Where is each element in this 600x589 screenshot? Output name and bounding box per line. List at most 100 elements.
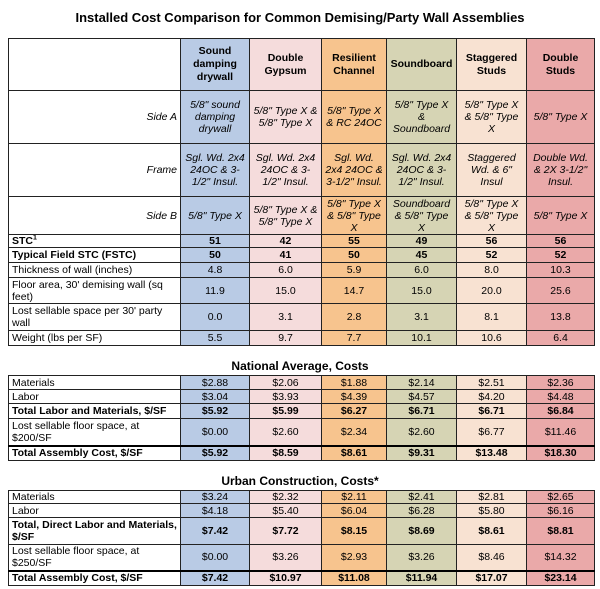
value-cell: $7.42 — [180, 517, 250, 545]
table-row: Materials $3.24 $2.32 $2.11 $2.41 $2.81 $2.65 — [8, 490, 595, 504]
column-header: Double Gypsum — [249, 38, 322, 91]
value-cell: Double Wd. & 2X 3-1/2" Insul. — [526, 143, 595, 197]
value-cell: $6.16 — [526, 503, 595, 518]
value-cell: 13.8 — [526, 303, 595, 331]
section-heading: National Average, Costs — [231, 359, 369, 373]
row-label: Total Assembly Cost, $/SF — [8, 569, 181, 586]
value-cell: 55 — [321, 234, 387, 248]
table-row: Total Assembly Cost, $/SF $7.42 $10.97 $11.… — [8, 569, 595, 586]
row-label: Lost sellable floor space, at $250/SF — [8, 544, 181, 571]
value-cell: $6.77 — [456, 418, 527, 446]
table-row: Typical Field STC (FSTC) 50 41 50 45 52 52 — [8, 247, 595, 263]
value-cell: $2.36 — [526, 375, 595, 390]
row-label-text: Frame — [146, 164, 177, 176]
value-cell: $2.65 — [526, 490, 595, 504]
value-cell: 6.4 — [526, 330, 595, 346]
value-cell: 56 — [456, 234, 527, 248]
value-cell: 6.0 — [386, 262, 457, 278]
row-label: STC1 — [8, 234, 181, 248]
row-label: Frame — [8, 143, 181, 197]
value-cell: 10.6 — [456, 330, 527, 346]
assembly-table: Sound damping drywall Double Gypsum Resili… — [8, 38, 595, 346]
row-label: Lost sellable space per 30' party wall — [8, 303, 181, 331]
value-cell: $2.32 — [249, 490, 322, 504]
value-cell: 10.1 — [386, 330, 457, 346]
value-cell: $2.41 — [386, 490, 457, 504]
value-cell: $13.48 — [456, 444, 527, 461]
value-cell: 5/8" Type X & 5/8" Type X — [249, 90, 322, 144]
table-row: Side A 5/8" sound damping drywall 5/8" Typ… — [8, 90, 595, 144]
value-cell: 3.1 — [249, 303, 322, 331]
value-cell: 5.5 — [180, 330, 250, 346]
row-label: Floor area, 30' demising wall (sq feet) — [8, 277, 181, 304]
value-cell: $0.00 — [180, 418, 250, 446]
value-cell: Soundboard & 5/8" Type X — [386, 196, 457, 235]
urban-cost-table: Materials $3.24 $2.32 $2.11 $2.41 $2.81 $2.65 L… — [8, 490, 595, 586]
value-cell: $3.24 — [180, 490, 250, 504]
value-cell: 5/8" Type X & 5/8" Type X — [456, 90, 527, 144]
table-row: Floor area, 30' demising wall (sq feet) 1… — [8, 277, 595, 304]
row-label-text: Lost sellable floor space, at $250/SF — [12, 545, 140, 570]
value-cell: $3.26 — [249, 544, 322, 571]
value-cell: $8.59 — [249, 444, 322, 461]
value-cell: $18.30 — [526, 444, 595, 461]
value-cell: 3.1 — [386, 303, 457, 331]
value-cell: 14.7 — [321, 277, 387, 304]
value-cell: $2.06 — [249, 375, 322, 390]
table-row: Weight (lbs per SF) 5.5 9.7 7.7 10.1 10.6 6.4 — [8, 330, 595, 346]
row-label-text: Side B — [146, 209, 177, 222]
title: Installed Cost Comparison for Common Dem… — [75, 10, 525, 25]
value-cell: 5/8" Type X & Soundboard — [386, 90, 457, 144]
value-cell: 5/8" Type X & 5/8" Type X — [249, 196, 322, 235]
table-row: Total Labor and Materials, $/SF $5.92 $5.9… — [8, 403, 595, 419]
national-cost-table: Materials $2.88 $2.06 $1.88 $2.14 $2.51 $2.36 L… — [8, 375, 595, 461]
value-cell: $4.39 — [321, 389, 387, 404]
value-cell: $2.93 — [321, 544, 387, 571]
value-cell: $2.60 — [386, 418, 457, 446]
table-row: Labor $4.18 $5.40 $6.04 $6.28 $5.80 $6.16 — [8, 503, 595, 518]
value-cell: $11.08 — [321, 569, 387, 586]
value-cell: $6.71 — [386, 403, 457, 419]
row-label-text: Side A — [146, 111, 177, 123]
value-cell: $2.51 — [456, 375, 527, 390]
value-cell: 50 — [321, 247, 387, 263]
value-cell: $23.14 — [526, 569, 595, 586]
value-cell: 2.8 — [321, 303, 387, 331]
row-label: Total Labor and Materials, $/SF — [8, 403, 181, 419]
value-cell: $2.11 — [321, 490, 387, 504]
column-header: Sound damping drywall — [180, 38, 250, 91]
column-header: Resilient Channel — [321, 38, 387, 91]
table-row: Side B 5/8" Type X 5/8" Type X & 5/8" Type… — [8, 196, 595, 235]
table-row: Total Assembly Cost, $/SF $5.92 $8.59 $8.61… — [8, 444, 595, 461]
header-cell — [8, 38, 181, 91]
column-header: Soundboard — [386, 38, 457, 91]
value-cell: Sgl. Wd. 2x4 24OC & 3-1/2" Insul. — [249, 143, 322, 197]
row-label-text: STC — [12, 235, 33, 247]
value-cell: 42 — [249, 234, 322, 248]
value-cell: 45 — [386, 247, 457, 263]
row-label-text: Thickness of wall (inches) — [12, 264, 133, 276]
value-cell: 49 — [386, 234, 457, 248]
value-cell: $1.88 — [321, 375, 387, 390]
value-cell: $8.61 — [321, 444, 387, 461]
row-label-text: Total, Direct Labor and Materials, $/SF — [12, 519, 177, 543]
row-label-text: Total Labor and Materials, $/SF — [12, 405, 167, 417]
value-cell: $8.61 — [456, 517, 527, 545]
value-cell: $2.60 — [249, 418, 322, 446]
row-label-text: Weight (lbs per SF) — [12, 332, 103, 344]
table-row: Total, Direct Labor and Materials, $/SF $… — [8, 517, 595, 545]
value-cell: $8.69 — [386, 517, 457, 545]
row-label-text: Total Assembly Cost, $/SF — [12, 572, 143, 585]
value-cell: $3.26 — [386, 544, 457, 571]
row-label-text: Materials — [12, 491, 55, 503]
row-label-text: Lost sellable floor space, at $200/SF — [12, 419, 140, 444]
value-cell: 25.6 — [526, 277, 595, 304]
value-cell: 5/8" sound damping drywall — [180, 90, 250, 144]
value-cell: 56 — [526, 234, 595, 248]
table-row: Lost sellable floor space, at $250/SF $0.… — [8, 544, 595, 571]
value-cell: $5.92 — [180, 444, 250, 461]
value-cell: 0.0 — [180, 303, 250, 331]
table-row: Materials $2.88 $2.06 $1.88 $2.14 $2.51 $2.36 — [8, 375, 595, 390]
value-cell: $3.04 — [180, 389, 250, 404]
